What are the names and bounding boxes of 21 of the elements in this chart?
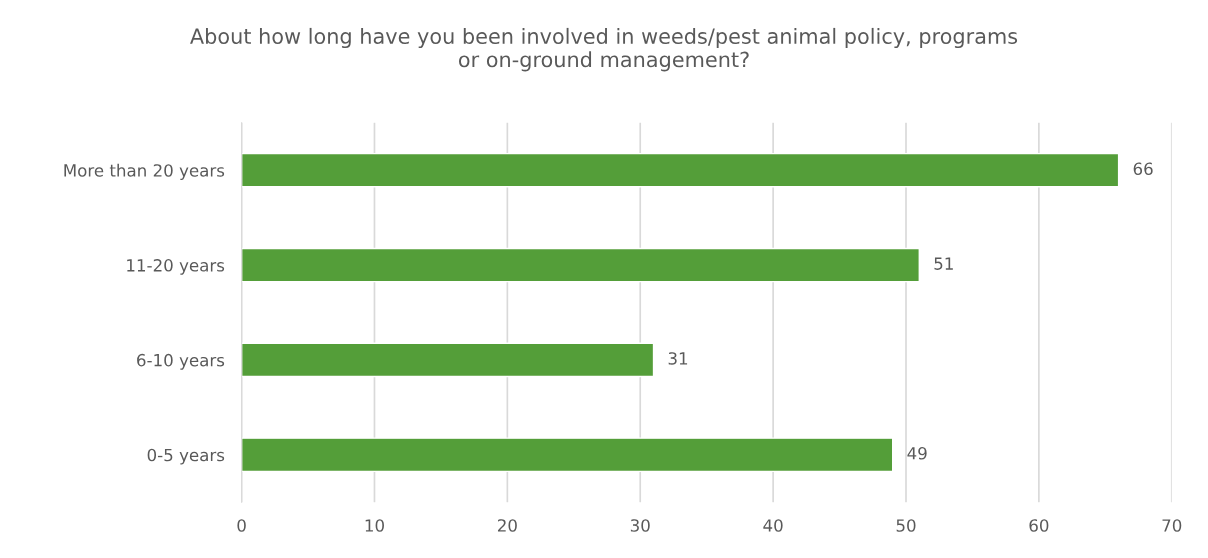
y-tick-label: 0-5 years: [147, 448, 225, 465]
y-tick-label: 6-10 years: [137, 353, 225, 370]
bar: [241, 342, 655, 378]
x-tick-label: 30: [630, 519, 650, 532]
data-label: 31: [668, 352, 688, 365]
data-label: 49: [907, 447, 927, 460]
bar: [241, 247, 920, 283]
x-tick-label: 0: [237, 519, 246, 532]
x-tick-label: 50: [896, 519, 916, 532]
x-tick-label: 70: [1162, 519, 1182, 532]
y-tick-label: More than 20 years: [64, 163, 225, 180]
bar: [241, 437, 894, 473]
x-tick-label: 60: [1029, 519, 1049, 532]
data-label: 66: [1133, 162, 1153, 176]
chart-title: About how long have you been involved in weeds/pest animal policy, programs or on-ground management?: [190, 27, 1018, 72]
bar: [241, 152, 1120, 188]
x-tick-label: 40: [763, 519, 783, 532]
x-tick-label: 20: [497, 519, 517, 532]
y-tick-label: 11-20 years: [127, 259, 225, 275]
x-tick-label: 10: [365, 519, 384, 532]
data-label: 51: [934, 257, 953, 270]
